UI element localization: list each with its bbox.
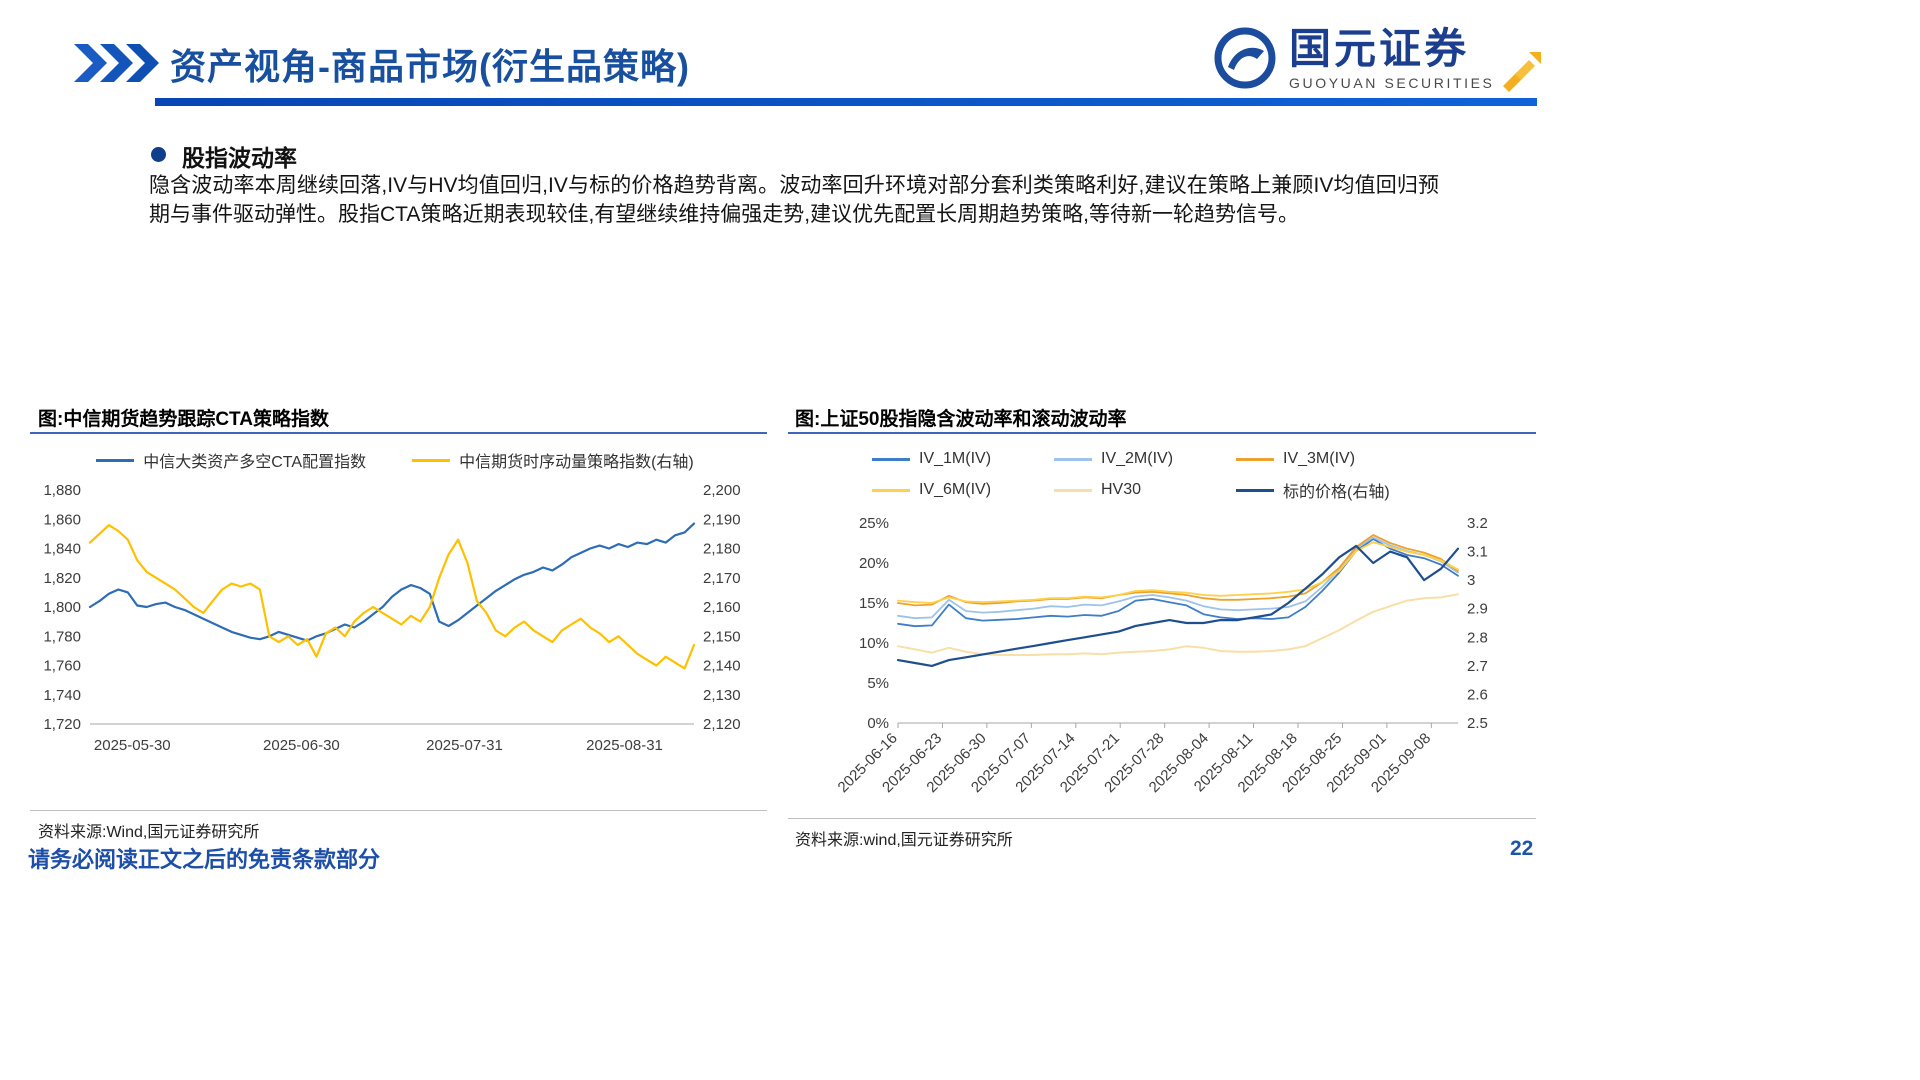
right-caption-rule [788,432,1536,434]
legend-item: IV_6M(IV) [872,478,1040,502]
svg-text:2.6: 2.6 [1467,686,1488,703]
svg-text:2.9: 2.9 [1467,601,1488,618]
svg-text:2,180: 2,180 [703,541,741,558]
svg-text:1,880: 1,880 [43,482,81,499]
legend-swatch [1236,488,1274,492]
svg-text:2.7: 2.7 [1467,658,1488,675]
chart-series [897,541,1459,604]
right-source-rule [788,818,1536,819]
svg-text:1,800: 1,800 [43,599,81,616]
legend-item: IV_1M(IV) [872,450,1040,468]
legend-swatch [1236,457,1274,461]
logo-icon [1214,27,1276,89]
right-chart-source: 资料来源:wind,国元证券研究所 [795,832,1013,849]
legend-label: IV_6M(IV) [919,481,992,498]
legend-item: 标的价格(右轴) [1236,478,1448,502]
svg-text:2.8: 2.8 [1467,629,1488,646]
logo-text: 国元证券 GUOYUAN SECURITIES [1289,25,1495,92]
svg-text:15%: 15% [859,595,889,612]
legend-swatch [412,458,451,462]
left-chart-source: 资料来源:Wind,国元证券研究所 [38,824,260,841]
legend-item: IV_2M(IV) [1054,450,1222,468]
svg-text:2,170: 2,170 [703,570,741,587]
svg-text:25%: 25% [859,515,889,532]
svg-text:2.5: 2.5 [1467,715,1488,732]
svg-text:3: 3 [1467,572,1475,589]
legend-label: HV30 [1101,481,1142,498]
svg-text:2025-08-31: 2025-08-31 [586,737,663,754]
svg-text:3.1: 3.1 [1467,544,1488,561]
volatility-chart: 0%5%10%15%20%25%2.52.62.72.82.933.13.220… [835,515,1488,796]
svg-text:2025-05-30: 2025-05-30 [94,737,171,754]
chart-series [897,534,1459,607]
svg-text:3.2: 3.2 [1467,515,1488,532]
chart-series [897,593,1459,656]
header-chevrons-icon [74,44,159,82]
svg-text:1,740: 1,740 [43,687,81,704]
section-title: 股指波动率 [182,145,297,171]
svg-text:1,860: 1,860 [43,511,81,528]
left-chart-title: 图:中信期货趋势跟踪CTA策略指数 [38,409,329,430]
logo-name-cn: 国元证券 [1289,25,1470,72]
svg-text:2,160: 2,160 [703,599,741,616]
svg-text:2,120: 2,120 [703,716,741,733]
legend-item: 中信大类资产多空CTA配置指数 [96,448,366,472]
svg-text:10%: 10% [859,635,889,652]
legend-label: 中信大类资产多空CTA配置指数 [143,454,367,471]
left-chart-legend: 中信大类资产多空CTA配置指数 中信期货时序动量策略指数(右轴) [30,448,760,472]
legend-item: IV_3M(IV) [1236,450,1448,468]
svg-text:2,200: 2,200 [703,482,741,499]
left-source-rule [30,810,767,811]
page-number: 22 [1510,837,1534,860]
svg-text:1,720: 1,720 [43,716,81,733]
header-rule [155,98,1537,106]
legend-label: 中信期货时序动量策略指数(右轴) [459,454,694,471]
svg-text:5%: 5% [867,675,889,692]
svg-text:1,780: 1,780 [43,628,81,645]
chart-series [897,536,1459,620]
right-chart-legend: IV_1M(IV) IV_2M(IV) IV_3M(IV) IV_6M(IV) HV30… [830,450,1490,502]
legend-swatch [1054,457,1092,461]
chart-series [88,522,696,642]
svg-text:2025-07-31: 2025-07-31 [426,737,503,754]
chart-series [896,544,1460,667]
legend-label: IV_3M(IV) [1283,450,1356,467]
legend-item: HV30 [1054,478,1222,502]
page-title: 资产视角-商品市场(衍生品策略) [170,46,690,87]
svg-text:1,820: 1,820 [43,570,81,587]
bullet-icon [151,147,166,162]
legend-swatch [96,458,135,462]
section-paragraph: 隐含波动率本周继续回落,IV与HV均值回归,IV与标的价格趋势背离。波动率回升环… [149,174,1439,226]
svg-text:2025-06-30: 2025-06-30 [263,737,340,754]
svg-text:1,840: 1,840 [43,541,81,558]
logo-name-en: GUOYUAN SECURITIES [1289,75,1495,92]
legend-swatch [872,457,910,461]
legend-label: IV_2M(IV) [1101,450,1174,467]
svg-text:1,760: 1,760 [43,658,81,675]
chart-series [897,538,1459,628]
logo: 国元证券 GUOYUAN SECURITIES [1213,25,1543,92]
legend-label: 标的价格(右轴) [1283,484,1390,501]
svg-text:20%: 20% [859,555,889,572]
legend-swatch [872,488,910,492]
svg-text:0%: 0% [867,715,889,732]
right-chart-title: 图:上证50股指隐含波动率和滚动波动率 [795,409,1127,430]
cta-index-chart: 1,720 1,740 1,760 1,780 1,800 1,820 1,840 1,860… [43,482,741,754]
svg-text:2,190: 2,190 [703,511,741,528]
svg-text:2,140: 2,140 [703,658,741,675]
svg-text:2,150: 2,150 [703,628,741,645]
legend-swatch [1054,488,1092,492]
disclaimer: 请务必阅读正文之后的免责条款部分 [28,847,381,872]
logo-arrows-icon [1502,52,1541,92]
chart-series [88,523,696,670]
legend-item: 中信期货时序动量策略指数(右轴) [412,448,694,472]
legend-label: IV_1M(IV) [919,450,992,467]
svg-text:2,130: 2,130 [703,687,741,704]
left-caption-rule [30,432,767,434]
